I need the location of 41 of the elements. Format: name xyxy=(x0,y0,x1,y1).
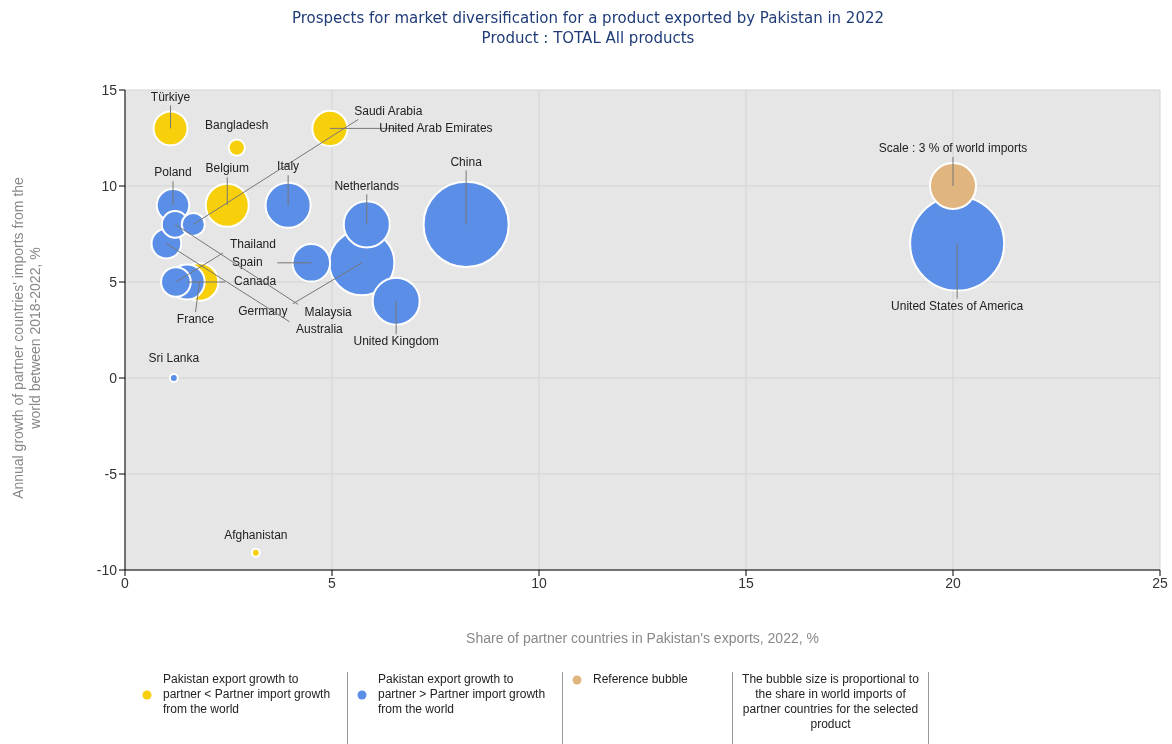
annotation: Saudi Arabia xyxy=(354,103,423,118)
x-axis-title: Share of partner countries in Pakistan's exports, 2022, % xyxy=(465,630,820,646)
annotation: Spain xyxy=(231,254,263,269)
annotation: Germany xyxy=(238,303,288,318)
legend-label: Reference bubble xyxy=(593,672,688,687)
annotation: Türkiye xyxy=(150,89,191,104)
legend-label: Pakistan export growth to partner < Partner import growth from the world xyxy=(163,672,332,717)
annotation: Italy xyxy=(277,159,300,174)
annotation: Poland xyxy=(154,165,192,180)
y-tick-label: -5 xyxy=(104,465,118,482)
chart-subtitle: Product : TOTAL All products xyxy=(480,28,696,48)
annotation: Belgium xyxy=(205,161,249,176)
annotation: Thailand xyxy=(229,237,276,252)
y-axis-title: Annual growth of partner countries' imports from the world between 2018-2022, % xyxy=(10,176,44,501)
annotation: China xyxy=(450,154,483,169)
annotation: United Kingdom xyxy=(353,334,439,349)
x-tick-label: 0 xyxy=(121,574,130,591)
annotation: Netherlands xyxy=(334,178,400,193)
y-tick-label: 10 xyxy=(101,177,118,194)
annotation: Bangladesh xyxy=(205,117,269,132)
y-tick-label: 15 xyxy=(101,81,118,98)
chart-title: Prospects for market diversification for a product exported by Pakistan in 2022 xyxy=(290,8,886,28)
x-tick-label: 5 xyxy=(328,574,337,591)
x-tick-label: 25 xyxy=(1152,574,1168,591)
y-tick-label: 5 xyxy=(109,273,118,290)
annotation: Australia xyxy=(296,321,344,336)
annotation: Sri Lanka xyxy=(148,351,200,366)
y-tick-label: -10 xyxy=(96,561,118,578)
annotation: Afghanistan xyxy=(224,527,288,542)
x-tick-label: 20 xyxy=(945,574,961,591)
annotation: United States of America xyxy=(891,298,1024,313)
annotation: France xyxy=(176,312,215,327)
y-tick-label: 0 xyxy=(109,369,118,386)
legend-label: Pakistan export growth to partner > Partner import growth from the world xyxy=(378,672,547,717)
x-tick-label: 15 xyxy=(738,574,754,591)
annotation: United Arab Emirates xyxy=(379,120,493,135)
x-tick-label: 10 xyxy=(531,574,547,591)
annotation: Malaysia xyxy=(304,304,353,319)
annotation: Canada xyxy=(234,274,277,289)
annotation: Scale : 3 % of world imports xyxy=(878,141,1028,156)
text: The bubble size is proportional to the share in world imports of partner countries for the selected product xyxy=(741,672,920,732)
